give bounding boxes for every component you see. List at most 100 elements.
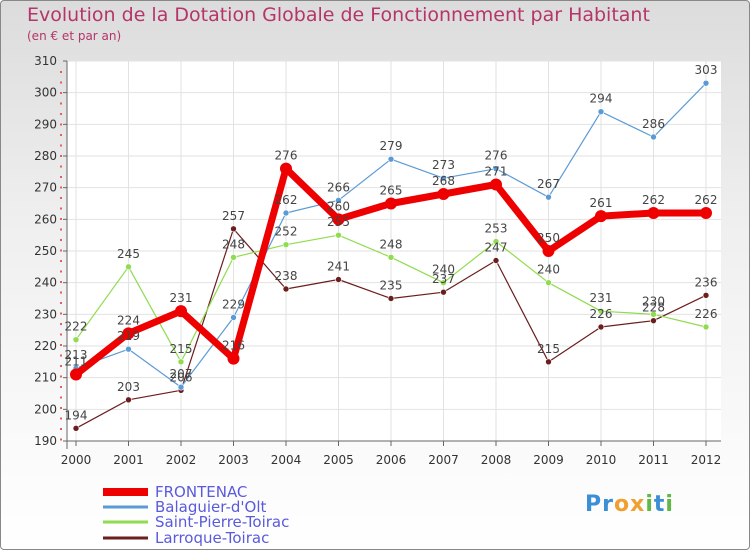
data-label: 211 (65, 355, 88, 369)
data-label: 226 (695, 307, 718, 321)
logo-letter: i (665, 492, 674, 517)
y-axis-dot (60, 113, 62, 115)
y-tick-label: 300 (34, 86, 57, 100)
data-point (282, 209, 290, 217)
y-axis-dot (60, 197, 62, 199)
data-label: 257 (222, 209, 245, 223)
data-label: 194 (65, 408, 88, 422)
data-point (125, 263, 132, 271)
data-label: 222 (65, 320, 88, 334)
data-label: 266 (327, 180, 350, 194)
y-tick-label: 190 (34, 434, 57, 448)
x-tick-label: 2005 (323, 453, 354, 467)
logo-letter: x (630, 492, 646, 517)
data-point (492, 238, 500, 245)
data-point (702, 323, 710, 331)
data-label: 238 (275, 269, 298, 283)
data-point (387, 295, 395, 302)
data-point (702, 79, 710, 87)
proxiti-logo: Proxiti (585, 492, 674, 517)
data-point (175, 305, 187, 318)
data-point (545, 279, 552, 286)
legend-label: Balaguier-d'Olt (155, 498, 267, 516)
data-point (335, 231, 342, 239)
data-label: 250 (537, 231, 560, 245)
y-axis-dot (60, 165, 62, 168)
logo-letter: P (585, 492, 603, 517)
data-point (545, 358, 552, 366)
data-point (597, 108, 605, 115)
data-label: 224 (117, 313, 140, 327)
y-tick-label: 240 (34, 276, 57, 290)
x-tick-label: 2006 (376, 453, 407, 467)
data-label: 215 (170, 342, 193, 356)
y-axis-dot (60, 428, 62, 430)
y-tick-label: 220 (34, 339, 57, 353)
data-label: 252 (275, 225, 298, 239)
data-point (335, 276, 342, 283)
data-point (702, 292, 710, 299)
data-label: 216 (222, 339, 245, 353)
chart-title: Evolution de la Dotation Globale de Fonc… (27, 4, 650, 26)
data-point (440, 288, 447, 296)
y-axis-dot (60, 438, 62, 441)
y-axis-dot (60, 176, 62, 178)
x-tick-label: 2008 (481, 453, 512, 467)
x-tick-label: 2010 (586, 453, 617, 467)
data-label: 215 (537, 342, 560, 356)
data-label: 262 (275, 193, 298, 207)
data-point (230, 254, 237, 261)
data-point (437, 188, 450, 200)
data-point (650, 133, 657, 141)
y-axis-dot (60, 186, 62, 189)
data-label: 203 (117, 380, 140, 394)
data-point (282, 241, 290, 248)
x-tick-label: 2000 (61, 453, 92, 467)
y-axis-dot (60, 92, 62, 94)
y-axis-dot (60, 144, 62, 147)
data-label: 240 (537, 263, 560, 277)
x-tick-label: 2007 (428, 453, 459, 467)
data-label: 240 (432, 263, 455, 277)
data-label: 228 (642, 301, 665, 315)
data-label: 268 (432, 174, 455, 188)
y-axis-dot (60, 312, 62, 315)
data-label: 265 (380, 184, 403, 198)
data-label: 255 (327, 215, 350, 229)
data-label: 271 (485, 165, 508, 179)
y-axis-dot (60, 260, 62, 262)
y-axis-dot (60, 323, 62, 325)
data-label: 241 (327, 260, 350, 274)
x-tick-label: 2003 (218, 453, 249, 467)
data-label: 219 (117, 329, 140, 343)
y-axis-dot (60, 354, 62, 357)
data-label: 248 (380, 237, 403, 251)
data-point (230, 314, 237, 321)
data-label: 303 (695, 63, 718, 77)
data-label: 273 (432, 158, 455, 172)
legend-label: Larroque-Toirac (155, 529, 269, 547)
data-point (650, 317, 657, 324)
data-label: 213 (65, 348, 88, 362)
data-label: 237 (432, 272, 455, 286)
data-point (542, 245, 555, 257)
data-label: 207 (170, 367, 193, 381)
data-point (545, 193, 552, 201)
data-label: 286 (642, 117, 665, 131)
data-label: 262 (642, 193, 665, 207)
y-tick-label: 280 (34, 149, 57, 163)
data-label: 235 (380, 279, 403, 293)
data-label: 231 (170, 291, 193, 305)
data-point (650, 311, 657, 318)
data-point (230, 225, 237, 233)
data-label: 276 (275, 149, 298, 163)
y-axis-dot (60, 218, 62, 220)
y-axis-dot (60, 333, 62, 336)
data-label: 294 (590, 92, 613, 106)
data-point (280, 162, 292, 175)
x-tick-label: 2009 (533, 453, 564, 467)
x-tick-label: 2012 (691, 453, 722, 467)
data-point (595, 210, 607, 223)
data-point (72, 336, 80, 343)
